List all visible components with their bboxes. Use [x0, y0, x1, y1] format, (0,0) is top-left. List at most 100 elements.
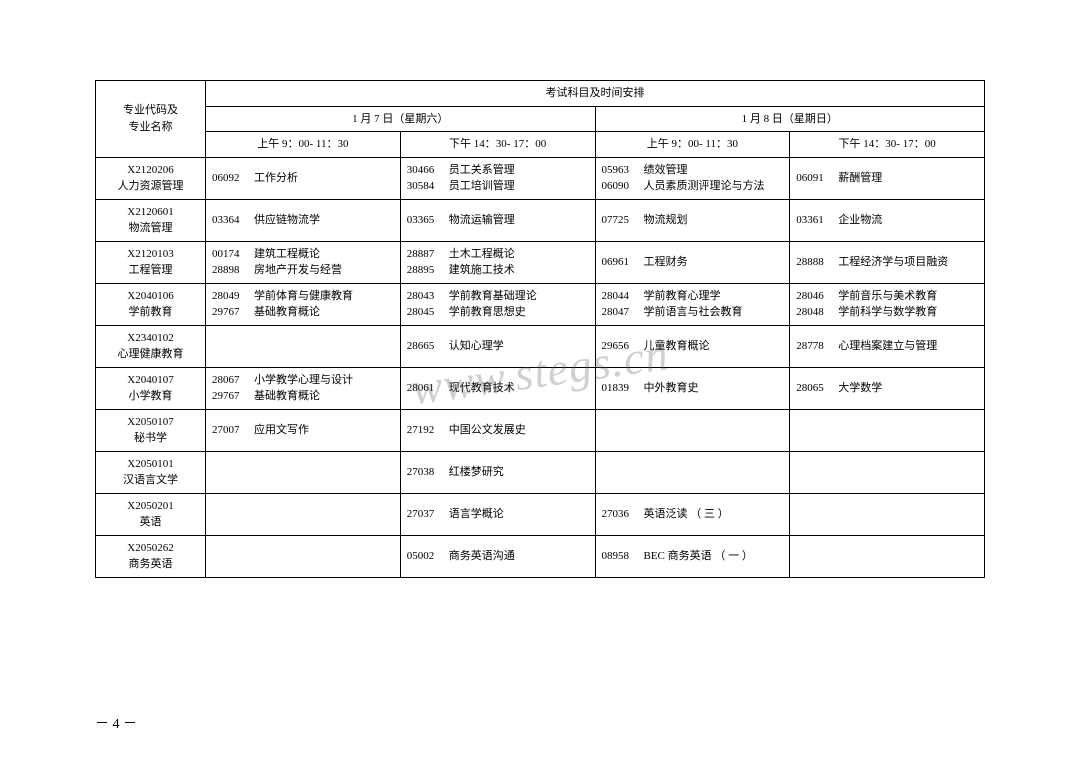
- session1-cell: 00174建筑工程概论28898房地产开发与经营: [206, 241, 401, 283]
- course-name: 儿童教育概论: [644, 340, 710, 352]
- course-code: 30466: [407, 162, 449, 179]
- course-name: 应用文写作: [254, 424, 309, 436]
- course-name: 学前语言与社会教育: [644, 306, 743, 318]
- session4-cell: [790, 493, 985, 535]
- session2-cell: 28043学前教育基础理论28045学前教育思想史: [400, 283, 595, 325]
- session3-cell: 05963绩效管理06090人员素质测评理论与方法: [595, 157, 790, 199]
- course-entry: 06090人员素质测评理论与方法: [602, 178, 784, 195]
- session1-cell: 27007应用文写作: [206, 409, 401, 451]
- course-name: 绩效管理: [644, 164, 688, 176]
- major-cell: X2050201英语: [96, 493, 206, 535]
- table-row: X2120103工程管理00174建筑工程概论28898房地产开发与经营2888…: [96, 241, 985, 283]
- course-entry: 28887土木工程概论: [407, 246, 589, 263]
- major-cell: X2340102心理健康教育: [96, 325, 206, 367]
- major-code: X2120601: [102, 204, 199, 221]
- course-name: 学前教育心理学: [644, 290, 721, 302]
- course-code: 27036: [602, 506, 644, 523]
- session2-cell: 28665认知心理学: [400, 325, 595, 367]
- course-entry: 27036英语泛读 （ 三 ）: [602, 506, 784, 523]
- table-row: X2050262商务英语05002商务英语沟通08958BEC 商务英语 （ 一…: [96, 535, 985, 577]
- major-code: X2120206: [102, 162, 199, 179]
- course-code: 27007: [212, 422, 254, 439]
- course-name: 物流规划: [644, 214, 688, 226]
- course-name: 中外教育史: [644, 382, 699, 394]
- header-group: 考试科目及时间安排: [206, 81, 985, 107]
- course-name: 供应链物流学: [254, 214, 320, 226]
- session2-cell: 28061现代教育技术: [400, 367, 595, 409]
- session1-cell: [206, 325, 401, 367]
- session3-cell: 08958BEC 商务英语 （ 一 ）: [595, 535, 790, 577]
- course-entry: 08958BEC 商务英语 （ 一 ）: [602, 548, 784, 565]
- session3-cell: [595, 451, 790, 493]
- course-name: 现代教育技术: [449, 382, 515, 394]
- header-session2: 下午 14：30- 17：00: [400, 132, 595, 158]
- session1-cell: 28049学前体育与健康教育29767基础教育概论: [206, 283, 401, 325]
- course-entry: 27038红楼梦研究: [407, 464, 589, 481]
- course-code: 28061: [407, 380, 449, 397]
- major-code: X2040107: [102, 372, 199, 389]
- session4-cell: 03361企业物流: [790, 199, 985, 241]
- session3-cell: 27036英语泛读 （ 三 ）: [595, 493, 790, 535]
- course-entry: 28048学前科学与数学教育: [796, 304, 978, 321]
- course-entry: 01839中外教育史: [602, 380, 784, 397]
- table-row: X2040106学前教育28049学前体育与健康教育29767基础教育概论280…: [96, 283, 985, 325]
- course-code: 29656: [602, 338, 644, 355]
- course-code: 28045: [407, 304, 449, 321]
- header-session1: 上午 9：00- 11：30: [206, 132, 401, 158]
- header-session3: 上午 9：00- 11：30: [595, 132, 790, 158]
- session3-cell: 28044学前教育心理学28047学前语言与社会教育: [595, 283, 790, 325]
- course-name: 建筑施工技术: [449, 264, 515, 276]
- table-row: X2050201英语27037语言学概论27036英语泛读 （ 三 ）: [96, 493, 985, 535]
- course-code: 27192: [407, 422, 449, 439]
- course-name: 大学数学: [838, 382, 882, 394]
- course-entry: 06092工作分析: [212, 170, 394, 187]
- course-code: 28895: [407, 262, 449, 279]
- course-entry: 06961工程财务: [602, 254, 784, 271]
- course-entry: 28067小学教学心理与设计: [212, 372, 394, 389]
- course-entry: 28045学前教育思想史: [407, 304, 589, 321]
- course-code: 08958: [602, 548, 644, 565]
- table-row: X2050101汉语言文学 27038红楼梦研究: [96, 451, 985, 493]
- course-code: 28047: [602, 304, 644, 321]
- session1-cell: [206, 493, 401, 535]
- major-cell: X2050101汉语言文学: [96, 451, 206, 493]
- course-code: 07725: [602, 212, 644, 229]
- page-number: － 4 －: [95, 713, 137, 733]
- course-name: 中国公文发展史: [449, 424, 526, 436]
- course-entry: 30466员工关系管理: [407, 162, 589, 179]
- course-code: 00174: [212, 246, 254, 263]
- major-name: 汉语言文学: [102, 472, 199, 489]
- course-entry: 28046学前音乐与美术教育: [796, 288, 978, 305]
- course-entry: 29767基础教育概论: [212, 304, 394, 321]
- session3-cell: 01839中外教育史: [595, 367, 790, 409]
- course-code: 28665: [407, 338, 449, 355]
- major-cell: X2040107小学教育: [96, 367, 206, 409]
- course-name: 企业物流: [838, 214, 882, 226]
- major-name: 小学教育: [102, 388, 199, 405]
- course-code: 28065: [796, 380, 838, 397]
- course-entry: 28898房地产开发与经营: [212, 262, 394, 279]
- session4-cell: 06091薪酬管理: [790, 157, 985, 199]
- course-name: 员工培训管理: [449, 180, 515, 192]
- session1-cell: 03364供应链物流学: [206, 199, 401, 241]
- session2-cell: 30466员工关系管理30584员工培训管理: [400, 157, 595, 199]
- session2-cell: 05002商务英语沟通: [400, 535, 595, 577]
- course-name: 基础教育概论: [254, 390, 320, 402]
- major-name: 心理健康教育: [102, 346, 199, 363]
- major-code: X2340102: [102, 330, 199, 347]
- course-entry: 00174建筑工程概论: [212, 246, 394, 263]
- course-entry: 28049学前体育与健康教育: [212, 288, 394, 305]
- course-code: 28887: [407, 246, 449, 263]
- table-row: X2120206人力资源管理06092工作分析30466员工关系管理30584员…: [96, 157, 985, 199]
- course-name: 小学教学心理与设计: [254, 374, 353, 386]
- course-code: 29767: [212, 388, 254, 405]
- course-code: 01839: [602, 380, 644, 397]
- course-code: 28778: [796, 338, 838, 355]
- course-code: 28888: [796, 254, 838, 271]
- course-code: 27038: [407, 464, 449, 481]
- course-name: 建筑工程概论: [254, 248, 320, 260]
- session4-cell: [790, 451, 985, 493]
- course-name: 学前教育思想史: [449, 306, 526, 318]
- course-code: 28067: [212, 372, 254, 389]
- course-name: 学前教育基础理论: [449, 290, 537, 302]
